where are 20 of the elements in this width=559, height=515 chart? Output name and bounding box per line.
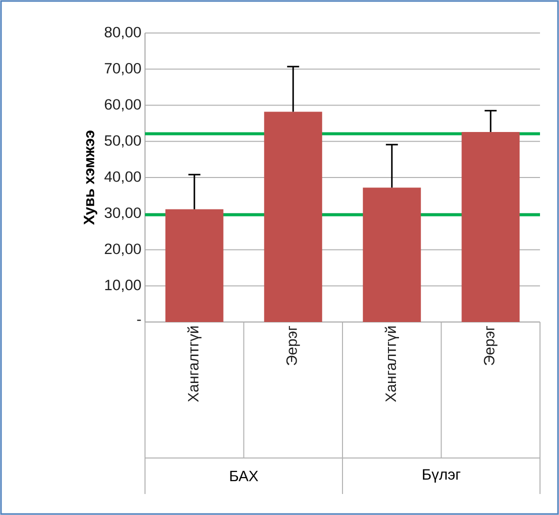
- y-axis-title: Хувь хэмжээ: [84, 130, 98, 225]
- x-tick-label: Эерэг: [286, 326, 300, 366]
- y-tick-label: 20,00: [104, 244, 141, 256]
- text: Бүлэг: [422, 469, 460, 483]
- bar: [264, 112, 322, 322]
- y-tick-label: 50,00: [104, 135, 141, 148]
- bar: [165, 209, 224, 322]
- x-tick-label: Эерэг: [484, 326, 498, 366]
- text: БАХ: [230, 470, 258, 482]
- x-tick-label: Хангалтгүй: [187, 326, 202, 402]
- y-tick-label: -: [137, 320, 141, 321]
- y-tick-label: 80,00: [104, 26, 141, 40]
- y-tick-label: 30,00: [104, 207, 141, 220]
- y-tick-label: 10,00: [105, 280, 141, 292]
- y-tick-label: 70,00: [104, 62, 141, 76]
- y-tick-label: 40,00: [104, 171, 141, 184]
- bar: [462, 132, 520, 322]
- y-tick-label: 60,00: [104, 99, 141, 112]
- bar: [362, 188, 421, 322]
- x-tick-label: Хангалтгүй: [384, 326, 399, 402]
